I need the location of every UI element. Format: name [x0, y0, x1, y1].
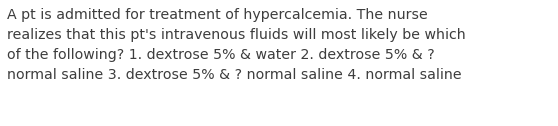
Text: A pt is admitted for treatment of hypercalcemia. The nurse
realizes that this pt: A pt is admitted for treatment of hyperc… — [7, 8, 466, 82]
